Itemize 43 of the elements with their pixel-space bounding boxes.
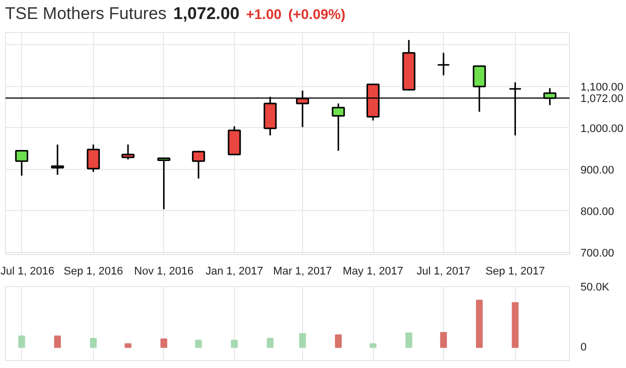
y-tick-label: 0 — [580, 341, 587, 354]
x-tick-label: Sep 1, 2017 — [486, 266, 545, 278]
candlestick — [192, 150, 206, 180]
chart-title: TSE Mothers Futures — [5, 4, 167, 23]
candlestick — [50, 144, 64, 176]
x-tick-label: Jul 1, 2016 — [0, 266, 54, 278]
bar — [54, 336, 61, 348]
bar — [160, 338, 168, 348]
y-tick-label: 50.0K — [580, 282, 610, 294]
bar — [18, 336, 26, 348]
x-tick-label: Jan 1, 2017 — [206, 266, 264, 278]
text: +1.00 — [246, 6, 282, 22]
bar — [299, 333, 306, 348]
bar — [230, 340, 238, 348]
text: (+0.09%) — [288, 6, 346, 22]
bar — [370, 343, 376, 348]
y-tick-label: 700.00 — [580, 247, 614, 260]
bar — [476, 300, 483, 348]
bar — [124, 343, 132, 348]
bar — [334, 334, 342, 348]
x-tick-label: Nov 1, 2016 — [134, 266, 194, 278]
bar — [512, 302, 519, 348]
bar — [90, 338, 97, 348]
candlestick — [15, 150, 28, 176]
ref-line-label: 1,072.00 — [580, 93, 624, 106]
x-tick-label: May 1, 2017 — [342, 266, 404, 278]
y-tick-label: 800.00 — [580, 206, 614, 218]
y-tick-label: 1,000.00 — [580, 122, 624, 135]
x-tick-label: Mar 1, 2017 — [273, 266, 332, 278]
y-tick-label: 900.00 — [580, 164, 614, 176]
y-tick-label: 1,100.00 — [580, 81, 624, 94]
candlestick — [121, 144, 135, 160]
x-tick-label: Jul 1, 2017 — [416, 266, 470, 278]
text: 1,072.00 — [173, 4, 240, 23]
candlestick — [332, 102, 345, 152]
bar — [405, 332, 412, 348]
bar — [195, 340, 202, 348]
bar — [440, 332, 447, 348]
x-tick-label: Sep 1, 2016 — [64, 266, 124, 278]
candlestick — [436, 52, 450, 76]
candlestick — [157, 157, 170, 210]
bar — [266, 338, 274, 348]
candlestick — [86, 144, 100, 173]
